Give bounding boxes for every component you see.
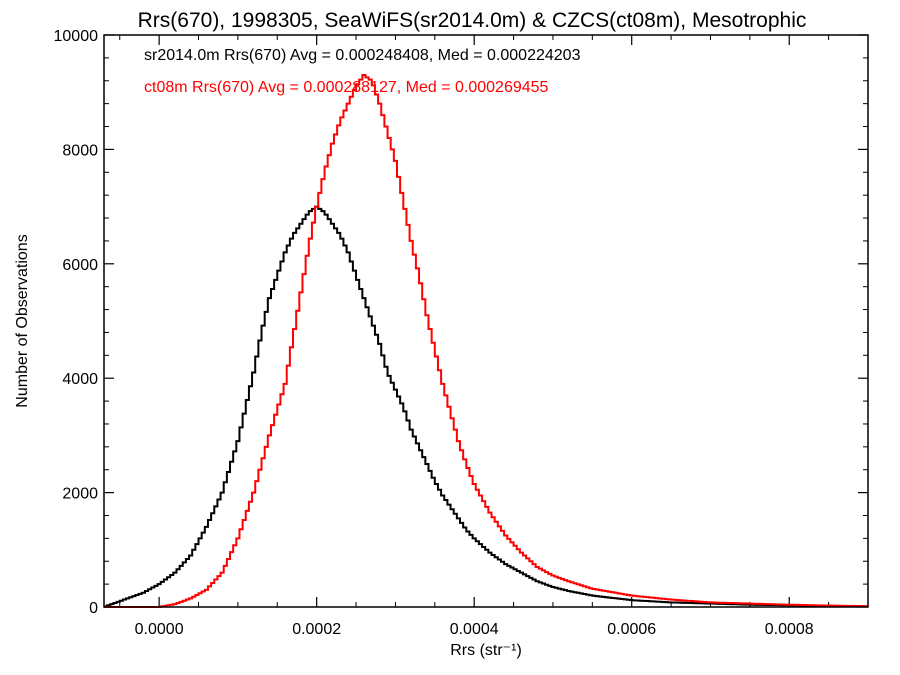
- y-tick-label: 10000: [54, 28, 99, 45]
- legend-entry-ct08m: ct08m Rrs(670) Avg = 0.000288127, Med = …: [144, 79, 549, 96]
- plot-area: 0.0000 0.0002 0.0004 0.0006 0.0008 0 2000 4000 6…: [54, 28, 869, 638]
- x-tick-label: 0.0000: [135, 621, 184, 638]
- x-axis-label: Rrs (str⁻¹): [450, 642, 522, 659]
- y-tick-label: 8000: [62, 142, 98, 159]
- y-tick-label: 2000: [62, 486, 98, 503]
- y-tick-label: 4000: [62, 371, 98, 388]
- x-tick-label: 0.0002: [292, 621, 341, 638]
- plot-frame: [103, 34, 869, 608]
- series-ct08m-line: [104, 74, 868, 608]
- chart-title: Rrs(670), 1998305, SeaWiFS(sr2014.0m) & …: [138, 9, 807, 32]
- x-tick-label: 0.0006: [607, 621, 656, 638]
- x-tick-label: 0.0004: [450, 621, 499, 638]
- y-axis-label: Number of Observations: [14, 234, 31, 407]
- y-tick-label: 6000: [62, 257, 98, 274]
- y-tick-label: 0: [89, 600, 98, 617]
- x-tick-label: 0.0008: [765, 621, 814, 638]
- legend-entry-sr2014: sr2014.0m Rrs(670) Avg = 0.000248408, Me…: [144, 47, 581, 64]
- series-sr2014-line: [104, 205, 868, 608]
